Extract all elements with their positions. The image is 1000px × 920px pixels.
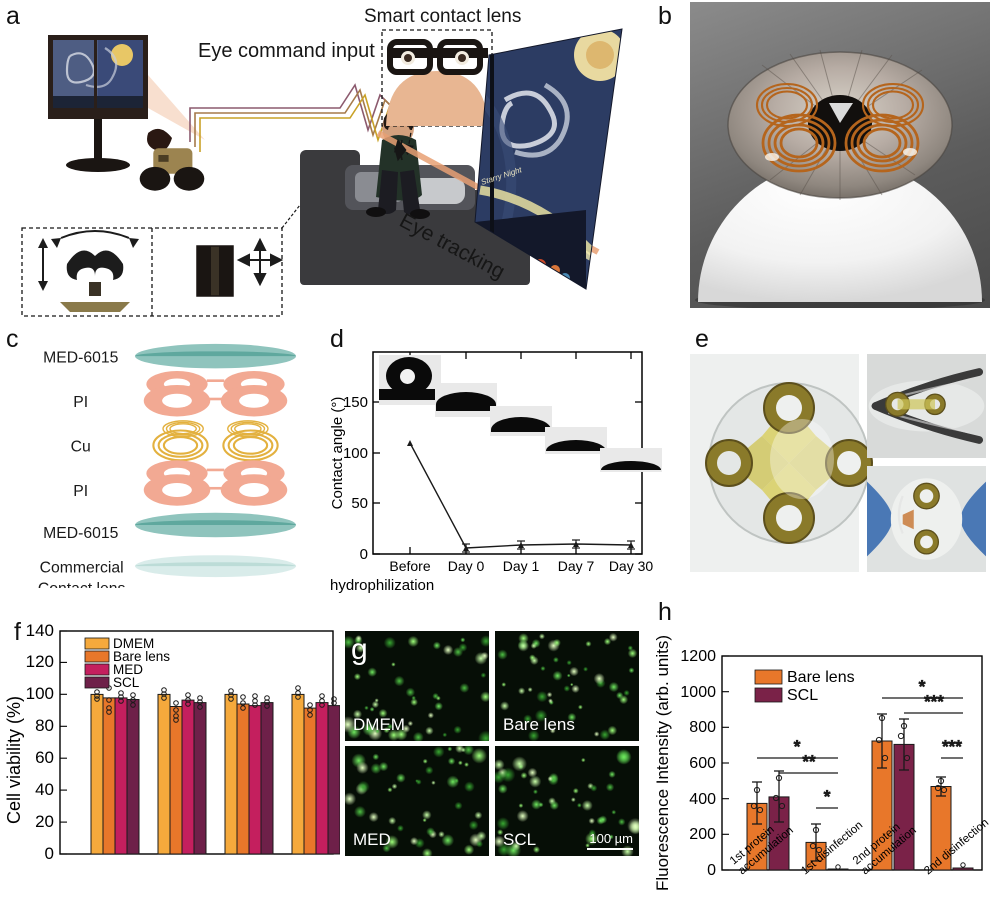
svg-text:60: 60 xyxy=(35,748,54,767)
svg-text:hydrophilization: hydrophilization xyxy=(330,577,434,594)
svg-text:Commercial: Commercial xyxy=(40,559,124,576)
svg-text:1000: 1000 xyxy=(680,684,716,701)
svg-text:Day 0: Day 0 xyxy=(448,558,485,574)
svg-text:50: 50 xyxy=(351,495,368,512)
svg-text:*: * xyxy=(824,787,831,806)
svg-text:100: 100 xyxy=(26,684,54,703)
svg-text:Day 1: Day 1 xyxy=(503,558,540,574)
svg-text:400: 400 xyxy=(689,791,716,808)
svg-text:Bare lens: Bare lens xyxy=(787,669,855,686)
svg-text:0: 0 xyxy=(707,862,716,879)
svg-text:40: 40 xyxy=(35,780,54,799)
svg-text:600: 600 xyxy=(689,755,716,772)
svg-text:***: *** xyxy=(924,692,944,711)
svg-text:PI: PI xyxy=(73,483,88,500)
svg-text:200: 200 xyxy=(689,826,716,843)
svg-text:0: 0 xyxy=(360,546,368,563)
svg-text:800: 800 xyxy=(689,719,716,736)
svg-text:20: 20 xyxy=(35,812,54,831)
svg-text:Day 30: Day 30 xyxy=(609,558,654,574)
svg-text:0: 0 xyxy=(45,844,54,860)
svg-text:SCL: SCL xyxy=(787,687,818,704)
svg-text:**: ** xyxy=(802,752,816,771)
svg-text:100: 100 xyxy=(343,445,368,462)
svg-text:SCL: SCL xyxy=(113,675,140,690)
svg-text:Before: Before xyxy=(389,558,430,574)
svg-text:120: 120 xyxy=(26,652,54,671)
svg-text:*: * xyxy=(794,737,801,756)
svg-text:150: 150 xyxy=(343,394,368,411)
svg-text:Cell viability (%): Cell viability (%) xyxy=(4,696,24,824)
svg-text:***: *** xyxy=(942,737,962,756)
svg-text:140: 140 xyxy=(26,621,54,640)
svg-text:Contact lens: Contact lens xyxy=(38,580,126,588)
svg-text:MED-6015: MED-6015 xyxy=(43,525,119,542)
svg-text:Eye command input: Eye command input xyxy=(198,40,375,62)
svg-text:PI: PI xyxy=(73,394,88,411)
svg-text:1200: 1200 xyxy=(680,648,716,665)
svg-text:Cu: Cu xyxy=(71,439,91,456)
svg-text:Contact angle (°): Contact angle (°) xyxy=(330,397,346,510)
svg-text:Day 7: Day 7 xyxy=(558,558,595,574)
svg-text:Fluorescence Intensity (arb. u: Fluorescence Intensity (arb. units) xyxy=(653,635,672,891)
svg-text:80: 80 xyxy=(35,716,54,735)
svg-text:Smart contact lens: Smart contact lens xyxy=(364,6,521,27)
svg-text:MED-6015: MED-6015 xyxy=(43,349,119,366)
